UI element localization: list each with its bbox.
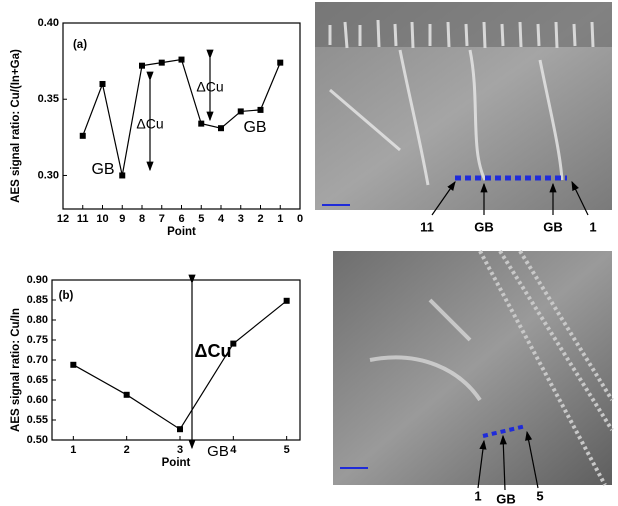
annotation: GB	[91, 161, 114, 178]
x-tick-label: 3	[177, 444, 183, 456]
data-point	[198, 121, 204, 127]
y-tick-label: 0.55	[27, 414, 48, 426]
x-tick-label: 8	[139, 213, 145, 225]
y-tick-label: 0.75	[27, 334, 48, 346]
image-label: 1	[589, 219, 596, 234]
x-tick-label: 2	[124, 444, 130, 456]
x-tick-label: 11	[77, 213, 89, 225]
data-point	[70, 362, 76, 368]
micrograph-bottom	[333, 251, 612, 490]
x-tick-label: 0	[297, 213, 303, 225]
image-label: 5	[536, 488, 543, 503]
y-tick-label: 0.85	[27, 294, 48, 306]
y-axis-label: AES signal ratio: Cu/In	[10, 308, 22, 432]
x-tick-label: 5	[198, 213, 204, 225]
figure: 0.400.350.301211109876543210PointAES sig…	[0, 0, 618, 506]
data-point	[179, 57, 185, 63]
data-point	[124, 392, 130, 398]
annotation: GB	[207, 443, 229, 460]
x-tick-label: 1	[70, 444, 76, 456]
annotation: ΔCu	[195, 341, 232, 361]
data-point	[119, 172, 125, 178]
image-label: GB	[543, 219, 563, 234]
image-label: GB	[474, 219, 494, 234]
x-tick-label: 7	[159, 213, 165, 225]
annotation: GB	[243, 119, 266, 136]
x-tick-label: 3	[238, 213, 244, 225]
plot-frame	[63, 23, 300, 209]
y-tick-label: 0.40	[38, 17, 59, 29]
data-point	[139, 63, 145, 69]
x-tick-label: 1	[277, 213, 283, 225]
annotation: ΔCu	[136, 116, 163, 132]
data-point	[177, 426, 183, 432]
x-tick-label: 5	[284, 444, 290, 456]
data-point	[258, 107, 264, 113]
data-point	[80, 133, 86, 139]
y-tick-label: 0.50	[27, 434, 48, 446]
micrograph-top	[315, 2, 612, 215]
plot-frame	[52, 280, 300, 440]
y-axis-label: AES signal ratio: Cu/(In+Ga)	[10, 49, 22, 203]
x-axis-label: Point	[162, 457, 191, 469]
image-label: 1	[474, 488, 481, 503]
data-point	[238, 108, 244, 114]
x-tick-label: 9	[119, 213, 125, 225]
x-tick-label: 4	[230, 444, 237, 456]
data-point	[277, 60, 283, 66]
data-point	[218, 125, 224, 131]
data-line	[83, 60, 281, 176]
y-tick-label: 0.65	[27, 374, 48, 386]
x-tick-label: 2	[257, 213, 263, 225]
y-tick-label: 0.30	[38, 169, 59, 181]
image-label: 11	[420, 219, 434, 234]
data-point	[159, 60, 165, 66]
x-axis-label: Point	[167, 226, 196, 238]
x-tick-label: 12	[57, 213, 69, 225]
data-point	[284, 298, 290, 304]
y-tick-label: 0.35	[38, 93, 59, 105]
y-tick-label: 0.90	[27, 274, 48, 286]
panel-label: (b)	[59, 290, 74, 302]
y-tick-label: 0.70	[27, 354, 48, 366]
image-label: GB	[496, 491, 516, 506]
x-tick-label: 10	[96, 213, 108, 225]
x-tick-label: 4	[218, 213, 225, 225]
panel-label: (a)	[73, 39, 87, 51]
y-tick-label: 0.60	[27, 394, 48, 406]
data-line	[73, 301, 286, 429]
annotation: ΔCu	[196, 79, 223, 95]
data-point	[100, 81, 106, 87]
y-tick-label: 0.80	[27, 314, 48, 326]
x-tick-label: 6	[178, 213, 184, 225]
